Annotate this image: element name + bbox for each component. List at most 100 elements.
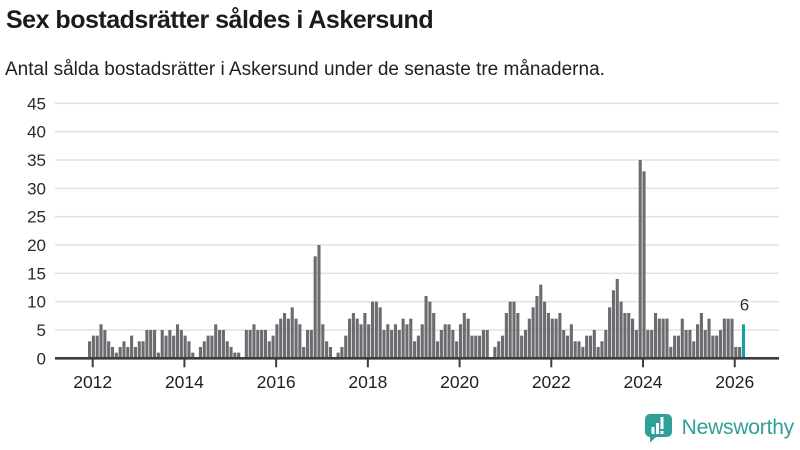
- bar: [202, 341, 206, 359]
- bar: [390, 329, 394, 359]
- bar: [344, 335, 348, 359]
- y-axis-tick-label: 40: [27, 123, 46, 142]
- bar: [615, 278, 619, 359]
- bar: [351, 312, 355, 359]
- bar: [447, 324, 451, 359]
- bar: [646, 329, 650, 359]
- bar: [623, 312, 627, 359]
- bar: [520, 335, 524, 359]
- bar: [137, 341, 141, 359]
- bar: [168, 329, 172, 359]
- bar: [692, 341, 696, 359]
- bar: [562, 329, 566, 359]
- bar: [172, 335, 176, 359]
- bar: [374, 301, 378, 359]
- y-axis-tick-label: 10: [27, 293, 46, 312]
- bar: [252, 324, 256, 359]
- bar: [214, 324, 218, 359]
- bar: [504, 312, 508, 359]
- bar: [187, 341, 191, 359]
- bar: [485, 329, 489, 359]
- bar: [730, 318, 734, 359]
- y-axis-tick-label: 15: [27, 264, 46, 283]
- bar: [263, 329, 267, 359]
- newsworthy-logo-icon: [644, 414, 672, 443]
- bar: [738, 346, 742, 359]
- bar: [634, 329, 638, 359]
- bar: [393, 324, 398, 359]
- bar: [703, 329, 707, 359]
- bar: [726, 318, 730, 359]
- x-axis-tick-label: 2024: [624, 372, 663, 392]
- bar: [669, 346, 673, 359]
- bar: [581, 346, 585, 359]
- bar: [198, 346, 202, 359]
- y-axis-tick-label: 20: [27, 236, 46, 255]
- bar: [718, 329, 723, 359]
- bar: [566, 335, 570, 359]
- bar: [99, 324, 103, 359]
- bar: [271, 335, 275, 359]
- bar: [604, 329, 608, 359]
- bar: [688, 329, 692, 359]
- bar: [585, 335, 589, 359]
- bar: [462, 312, 466, 359]
- y-axis-tick-label: 0: [37, 349, 46, 368]
- bar: [458, 324, 463, 359]
- y-axis-tick-label: 35: [27, 151, 46, 170]
- bar: [275, 324, 279, 359]
- bar: [711, 335, 715, 359]
- bar: [302, 346, 306, 359]
- y-axis-tick-label: 45: [27, 94, 46, 113]
- bar: [110, 346, 115, 359]
- bar: [409, 318, 413, 359]
- bar: [336, 352, 340, 359]
- bar: [405, 324, 409, 359]
- brand-footer: Newsworthy: [644, 412, 795, 444]
- bar: [153, 329, 157, 359]
- bar: [107, 341, 111, 359]
- bar: [527, 318, 531, 359]
- bar: [435, 341, 440, 359]
- bar: [244, 329, 248, 359]
- bar: [531, 307, 535, 359]
- bar: [627, 312, 631, 359]
- bar: [164, 335, 168, 359]
- bar: [569, 324, 573, 359]
- bar: [145, 329, 149, 359]
- bar: [558, 312, 562, 359]
- bar: [218, 329, 222, 359]
- bar: [539, 284, 543, 359]
- bar: [600, 341, 604, 359]
- bar: [665, 318, 669, 359]
- bar: [160, 329, 164, 359]
- bar: [573, 341, 577, 359]
- highlight-value-label: 6: [740, 295, 749, 314]
- bar: [298, 324, 302, 359]
- bar: [466, 318, 470, 359]
- bar: [133, 346, 137, 359]
- bar: [451, 329, 455, 359]
- bar: [340, 346, 344, 359]
- brand-name: Newsworthy: [681, 416, 795, 439]
- bar: [401, 318, 405, 359]
- bar: [699, 312, 703, 359]
- bar: [325, 341, 329, 359]
- bar: [619, 301, 623, 359]
- bar: [103, 329, 107, 359]
- bar: [642, 171, 646, 359]
- bar: [283, 312, 287, 359]
- x-axis-tick-label: 2012: [73, 372, 112, 392]
- bar: [386, 324, 390, 359]
- bar: [638, 160, 642, 359]
- bar: [546, 312, 550, 359]
- x-axis-tick-label: 2020: [440, 372, 479, 392]
- x-axis-tick-label: 2022: [532, 372, 571, 392]
- bar: [225, 341, 229, 359]
- bar: [179, 329, 183, 359]
- bar: [233, 352, 237, 359]
- bar: [455, 341, 459, 359]
- bar: [183, 335, 187, 359]
- bar: [355, 318, 359, 359]
